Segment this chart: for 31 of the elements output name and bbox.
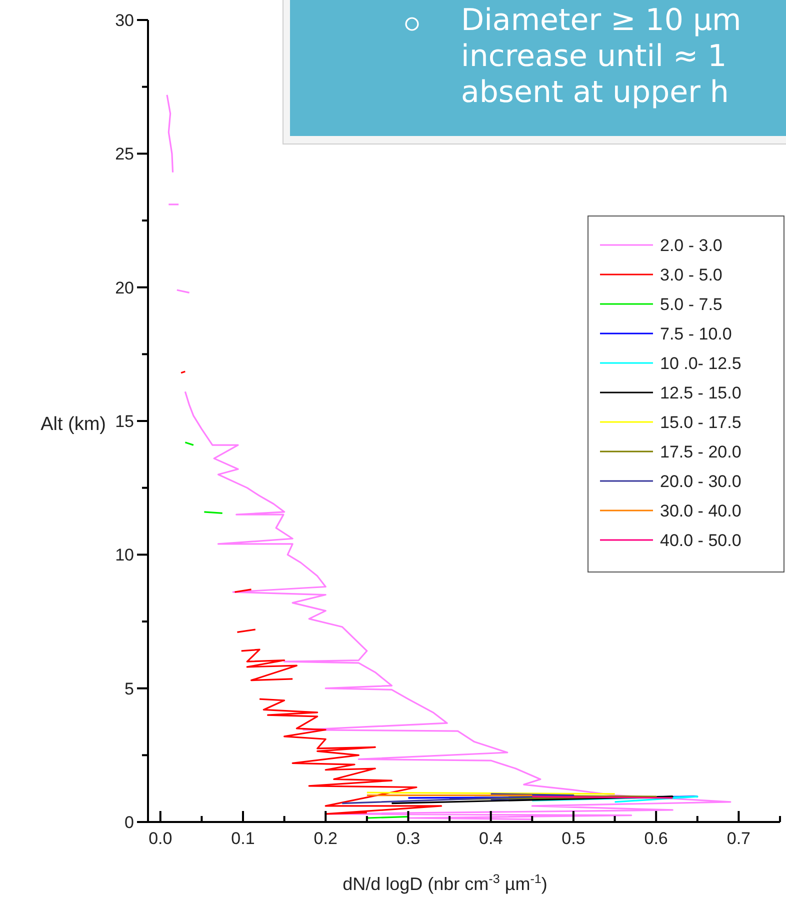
legend-label: 12.5 - 15.0 [660,384,742,402]
legend-label: 7.5 - 10.0 [660,324,732,344]
x-tick-label: 0.7 [726,829,751,848]
x-tick-label: 0.6 [644,829,668,848]
y-tick-label: 15 [115,412,134,431]
legend-label: 10 .0- 12.5 [660,354,742,373]
y-axis-title: Alt (km) [40,414,106,435]
legend-label: 20.0 - 30.0 [660,472,742,491]
legend-label: 17.5 - 20.0 [660,442,742,462]
annotation: Diameter ≥ 10 µm [461,3,742,38]
legend-label: 30.0 - 40.0 [660,502,742,520]
legend-label: 3.0 - 5.0 [660,266,722,284]
y-tick-label: 25 [115,144,134,164]
x-axis-title: dN/d logD (nbr cm$^{-3}$ µm$^{-1}$) [342,872,548,894]
legend-label: 15.0 - 17.5 [660,413,742,432]
x-tick-label: 0.1 [231,829,255,848]
legend-label: 5.0 - 7.5 [660,295,722,314]
y-tick-label: 10 [115,546,134,565]
legend-label: 2.0 - 3.0 [660,236,722,255]
y-tick-label: 20 [115,278,134,298]
y-tick-label: 5 [124,679,134,698]
x-tick-label: 0.2 [314,829,338,848]
annotation: increase until ≈ 1 [461,39,727,74]
y-tick-label: 30 [115,11,134,30]
legend-label: 40.0 - 50.0 [660,531,742,550]
x-tick-label: 0.4 [479,829,503,848]
y-tick-label: 0 [124,813,134,832]
annotation: absent at upper h [461,75,729,110]
x-tick-label: 0.3 [396,829,420,848]
x-tick-label: 0.0 [148,829,172,848]
x-tick-label: 0.5 [562,829,586,848]
